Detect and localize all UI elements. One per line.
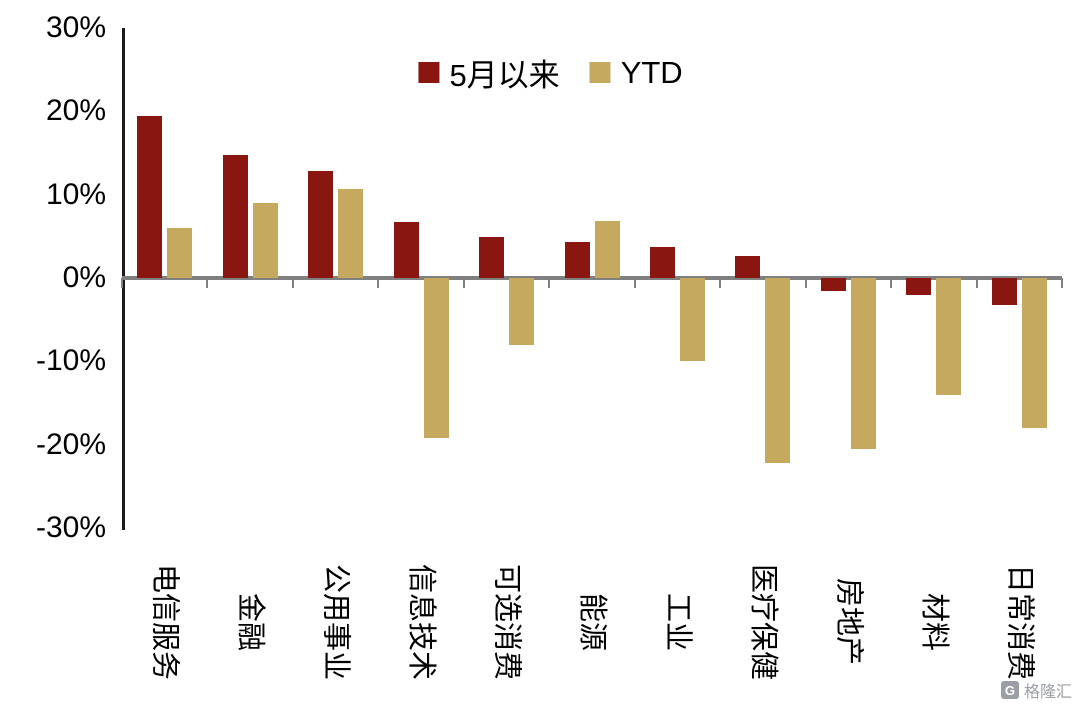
x-axis-tick [633, 278, 636, 288]
gelonghui-logo-icon: G [1000, 681, 1019, 699]
bar-ytd-10 [936, 278, 962, 395]
legend-swatch-icon [418, 62, 440, 83]
legend-label: YTD [620, 54, 683, 90]
x-axis-label: 能源 [576, 592, 608, 651]
bar-since-may-6 [564, 242, 590, 278]
bar-since-may-10 [906, 278, 932, 295]
bar-ytd-8 [765, 278, 791, 463]
x-axis-label: 公用事业 [319, 563, 352, 680]
x-axis-tick [719, 278, 722, 288]
x-axis-tick [121, 278, 123, 288]
y-axis-tick-label: -10% [35, 344, 106, 378]
bar-since-may-1 [137, 115, 163, 278]
x-axis-label: 房地产 [832, 578, 865, 666]
watermark-text: 格隆汇 [1023, 684, 1072, 701]
x-axis-label: 电信服务 [148, 563, 181, 680]
legend-item-ytd: YTD [589, 54, 683, 91]
x-axis-tick [462, 278, 465, 288]
y-axis-tick-label: -30% [35, 511, 106, 544]
bar-ytd-1 [167, 228, 193, 278]
x-axis-label: 日常消费 [1003, 563, 1036, 680]
bar-since-may-9 [820, 278, 846, 291]
watermark: G 格隆汇 [1000, 678, 1072, 702]
y-axis-tick-label: -20% [35, 427, 106, 461]
y-axis-tick-label: 10% [45, 177, 106, 211]
bar-since-may-3 [308, 170, 334, 278]
y-axis-tick-label: 20% [45, 94, 106, 128]
bar-since-may-11 [991, 278, 1017, 305]
legend-swatch-icon [589, 62, 611, 83]
legend: 5月以来 YTD [418, 50, 683, 95]
bar-since-may-2 [222, 154, 248, 278]
bar-ytd-7 [679, 278, 705, 362]
bar-ytd-6 [594, 221, 620, 278]
legend-item-since-may: 5月以来 [418, 50, 560, 95]
x-axis-tick [975, 278, 978, 288]
bar-since-may-7 [649, 247, 675, 278]
x-axis-label: 工业 [661, 592, 694, 651]
legend-label: 5月以来 [449, 58, 560, 93]
x-axis-tick [1061, 278, 1063, 288]
x-axis-tick [206, 278, 209, 288]
bar-ytd-2 [252, 203, 278, 278]
bar-ytd-3 [338, 188, 364, 278]
bar-ytd-11 [1021, 278, 1047, 428]
bar-ytd-5 [509, 278, 535, 345]
y-axis-tick-label: 30% [45, 11, 106, 44]
bar-since-may-8 [735, 256, 761, 278]
x-axis-label: 医疗保健 [746, 563, 779, 680]
x-axis-tick [804, 278, 807, 288]
x-axis-label: 金融 [234, 592, 267, 651]
x-axis-label: 材料 [917, 592, 950, 651]
x-axis-tick [291, 278, 294, 288]
bar-since-may-5 [479, 237, 505, 278]
zero-baseline [122, 276, 1062, 280]
y-axis-tick-label: 0% [62, 261, 106, 294]
bar-since-may-4 [393, 222, 419, 278]
x-axis-label: 可选消费 [490, 563, 523, 680]
bar-ytd-4 [423, 278, 449, 438]
x-axis-label: 信息技术 [405, 563, 438, 680]
bar-ytd-9 [850, 278, 876, 449]
x-axis-tick [377, 278, 380, 288]
x-axis-tick [890, 278, 893, 288]
x-axis-tick [548, 278, 551, 288]
